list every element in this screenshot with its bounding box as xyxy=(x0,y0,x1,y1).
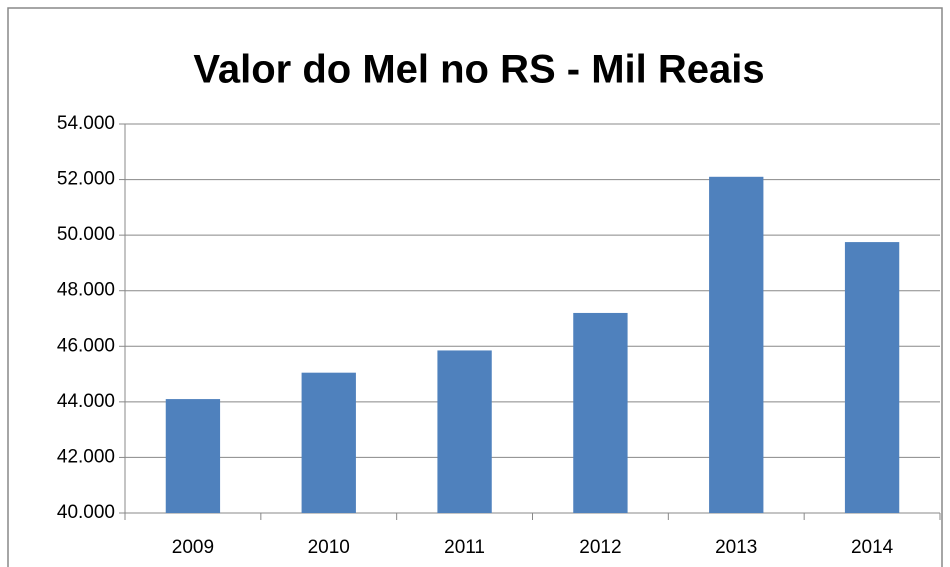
bar xyxy=(709,176,764,514)
x-tick-label: 2010 xyxy=(308,537,350,558)
x-tick-label: 2014 xyxy=(851,537,894,558)
bar xyxy=(844,242,900,513)
bar xyxy=(301,372,356,513)
y-tick-label: 54.000 xyxy=(57,113,115,134)
y-tick-label: 44.000 xyxy=(57,391,115,412)
y-tick-label: 48.000 xyxy=(57,280,115,301)
y-tick-label: 52.000 xyxy=(57,169,115,190)
y-tick-label: 46.000 xyxy=(57,335,115,356)
bar xyxy=(165,399,221,513)
x-tick-label: 2011 xyxy=(444,537,485,558)
x-tick-label: 2013 xyxy=(715,537,757,558)
x-tick-label: 2009 xyxy=(172,537,214,558)
y-tick-label: 40.000 xyxy=(57,502,115,523)
y-tick-label: 42.000 xyxy=(57,446,115,467)
chart-title: Valor do Mel no RS - Mil Reais xyxy=(193,48,764,92)
bar xyxy=(573,312,628,513)
bar xyxy=(437,350,492,513)
x-tick-label: 2012 xyxy=(579,537,621,558)
y-tick-label: 50.000 xyxy=(57,224,115,245)
